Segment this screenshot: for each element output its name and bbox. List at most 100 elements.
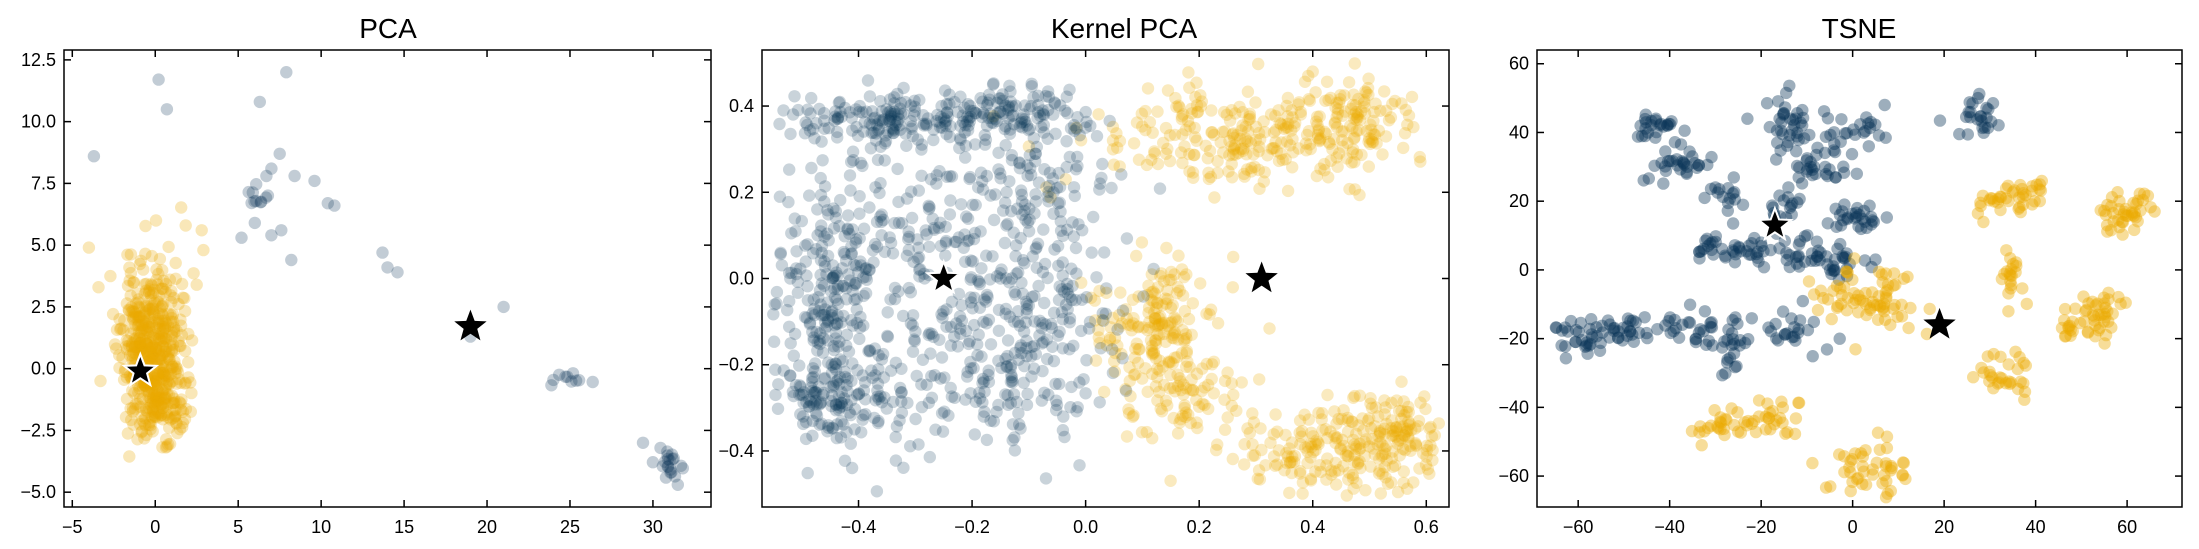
kernel-pca-point-yellow [1223,134,1236,148]
pca-point-yellow [134,344,148,357]
pca-point-yellow [151,317,164,330]
kernel-pca-point-yellow [1324,91,1337,105]
kernel-pca-point-yellow [1168,327,1181,340]
kernel-pca-point-yellow [1166,299,1179,312]
kernel-pca-point-blue [1009,249,1022,263]
pca-point-yellow [152,406,165,419]
kernel-pca-point-blue [1025,290,1039,304]
kernel-pca-point-yellow [1113,320,1127,333]
kernel-pca-point-yellow [1141,385,1154,398]
kernel-pca-point-blue [951,340,964,353]
kernel-pca-point-yellow [1267,141,1281,155]
kernel-pca-point-blue [1005,272,1018,285]
kernel-pca-point-yellow [1124,390,1137,403]
tsne-point-yellow [1712,421,1725,435]
pca-point-yellow [172,335,185,348]
kernel-pca-point-blue [923,450,936,464]
kernel-pca-point-yellow [1142,301,1156,314]
kernel-pca-point-blue [1085,246,1098,259]
kernel-pca-point-yellow [1286,111,1299,124]
kernel-pca-point-yellow [1235,376,1248,389]
kernel-pca-point-yellow [1358,100,1371,113]
pca-point-yellow [149,371,163,385]
kernel-pca-point-yellow [1341,450,1354,463]
pca-point-yellow [147,408,161,422]
kernel-pca-point-yellow [1322,171,1335,184]
kernel-pca-point-blue [959,151,972,164]
tsne-point-blue [1985,115,1998,128]
pca-point-yellow [126,336,139,350]
kernel-pca-point-blue [961,115,974,128]
kernel-pca-point-yellow [1330,151,1343,164]
kernel-pca-point-blue [848,423,861,436]
kernel-pca-point-yellow [1281,91,1295,105]
kernel-pca-point-yellow [1264,108,1278,121]
kernel-pca-point-yellow [1404,444,1417,457]
pca-point-yellow [145,346,158,359]
pca-point-yellow [156,384,169,397]
kernel-pca-point-yellow [1177,108,1190,121]
pca-xtick-label: 30 [643,517,663,537]
kernel-pca-point-blue [783,320,796,333]
kernel-pca-point-yellow [1237,167,1251,181]
kernel-pca-point-blue [769,363,782,376]
kernel-pca-point-blue [1000,186,1013,199]
kernel-pca-point-blue [833,219,846,233]
kernel-pca-point-yellow [1181,355,1194,368]
kernel-pca-point-yellow [1358,93,1371,107]
kernel-pca-point-yellow [1198,381,1211,394]
kernel-pca-point-yellow [1162,355,1176,368]
kernel-pca-point-yellow [1190,416,1203,429]
kernel-pca-point-blue [814,171,827,185]
kernel-pca-point-yellow [1089,314,1102,327]
tsne-point-yellow [1825,312,1838,326]
kernel-pca-point-yellow [1373,426,1387,439]
kernel-pca-point-yellow [1371,438,1384,451]
kernel-pca-point-yellow [1088,294,1102,307]
kernel-pca-point-yellow [1300,144,1313,157]
pca-point-yellow [140,305,153,318]
kernel-pca-point-blue [968,428,981,441]
kernel-pca-point-yellow [1242,113,1255,126]
pca-point-yellow [129,318,142,332]
pca-point-yellow [135,409,148,423]
kernel-pca-point-blue [1115,168,1128,181]
kernel-pca-point-yellow [1326,143,1339,156]
kernel-pca-point-yellow [1346,471,1360,485]
kernel-pca-point-yellow [1314,132,1327,145]
kernel-pca-point-blue [809,385,822,399]
pca-point-blue [661,445,674,458]
pca-point-yellow [158,321,172,334]
kernel-pca-point-yellow [1111,339,1124,352]
kernel-pca-point-yellow [1040,181,1053,194]
pca-point-yellow [153,327,166,340]
kernel-pca-point-yellow [1135,236,1149,249]
pca-point-yellow [127,346,140,359]
kernel-pca-point-blue [960,210,973,223]
pca-point-yellow [175,277,189,291]
kernel-pca-point-blue [815,309,828,322]
kernel-pca-point-yellow [1323,137,1336,150]
kernel-pca-point-yellow [1243,110,1256,123]
kernel-pca-point-yellow [1281,117,1295,130]
kernel-pca-point-blue [1058,430,1071,444]
kernel-pca-point-yellow [1364,422,1378,435]
pca-point-yellow [113,313,126,326]
pca-point-yellow [137,315,150,328]
pca-point-yellow [154,373,168,386]
kernel-pca-point-yellow [1157,136,1170,150]
pca-point-yellow [187,267,200,280]
kernel-pca-point-yellow [1379,401,1392,414]
tsne-point-yellow [1728,418,1741,432]
pca-ytick-label: 10.0 [21,112,56,132]
pca-point-yellow [136,323,149,336]
pca-point-yellow [140,404,153,417]
kernel-pca-point-yellow [1364,460,1377,473]
kernel-pca-point-yellow [1168,268,1181,281]
pca-point-yellow [152,345,166,358]
kernel-pca-point-blue [811,203,824,216]
tsne-point-blue [1623,325,1637,338]
kernel-pca-point-yellow [1247,148,1260,161]
kernel-pca-point-blue [1060,135,1073,148]
